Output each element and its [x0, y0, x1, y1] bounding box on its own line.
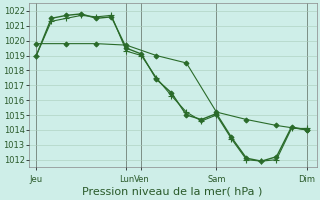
- X-axis label: Pression niveau de la mer( hPa ): Pression niveau de la mer( hPa ): [83, 187, 263, 197]
